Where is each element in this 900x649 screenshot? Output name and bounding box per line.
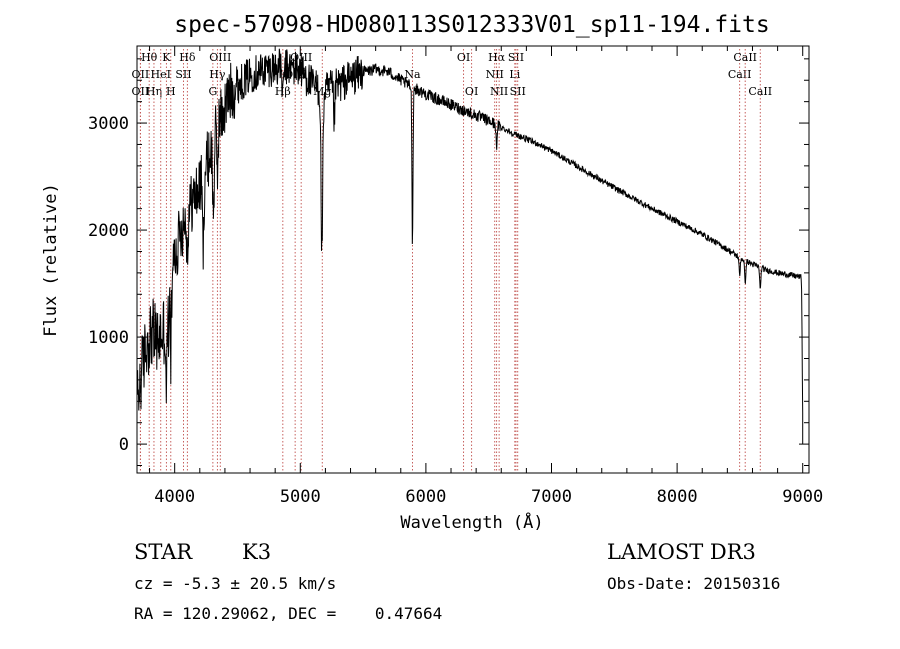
line-mark-label: Hθ bbox=[141, 51, 158, 64]
line-mark-label: NII bbox=[490, 85, 508, 98]
spectrum-line bbox=[137, 48, 804, 445]
line-mark-label: Li bbox=[509, 68, 520, 81]
chart-title: spec-57098-HD080113S012333V01_sp11-194.f… bbox=[174, 12, 769, 38]
spectral-line-markers: HθOIIOIIHηHeIKHSIIHδGHγOIIIHβOIIIOIIIMgN… bbox=[132, 49, 772, 473]
line-mark-label: H bbox=[166, 85, 176, 98]
object-class: STAR bbox=[134, 540, 193, 564]
object-subclass: K3 bbox=[242, 540, 272, 564]
line-mark-label: K bbox=[162, 51, 171, 64]
line-mark-label: CaII bbox=[748, 85, 772, 98]
line-mark-label: HeI bbox=[151, 68, 171, 81]
redshift-readout: cz = -5.3 ± 20.5 km/s bbox=[134, 574, 337, 593]
line-mark-label: Hη bbox=[146, 85, 162, 98]
spectrum-series bbox=[137, 48, 804, 445]
y-axis-ticks: 0 1000 2000 3000 bbox=[88, 58, 809, 467]
x-tick-label: 4000 bbox=[154, 487, 195, 507]
survey-name: LAMOST DR3 bbox=[607, 540, 756, 564]
line-mark-label: Hβ bbox=[275, 85, 291, 98]
line-mark-label: G bbox=[208, 85, 217, 98]
y-tick-label: 0 bbox=[119, 435, 129, 455]
line-mark-label: Hα bbox=[488, 51, 506, 64]
x-tick-label: 5000 bbox=[280, 487, 321, 507]
obs-date: Obs-Date: 20150316 bbox=[607, 574, 781, 593]
line-mark-label: SII bbox=[175, 68, 191, 81]
plot-frame bbox=[136, 45, 810, 474]
y-tick-label: 1000 bbox=[88, 328, 129, 348]
x-tick-label: 9000 bbox=[782, 487, 823, 507]
line-mark-label: OI bbox=[465, 85, 478, 98]
y-tick-label: 3000 bbox=[88, 114, 129, 134]
line-mark-label: OIII bbox=[209, 51, 231, 64]
line-mark-label: SII bbox=[510, 85, 526, 98]
y-tick-label: 2000 bbox=[88, 221, 129, 241]
line-mark-label: CaII bbox=[728, 68, 752, 81]
x-axis-label: Wavelength (Å) bbox=[400, 511, 543, 533]
line-mark-label: OII bbox=[132, 85, 150, 98]
x-tick-label: 7000 bbox=[531, 487, 572, 507]
line-mark-label: Hδ bbox=[179, 51, 196, 64]
line-mark-label: NII bbox=[486, 68, 504, 81]
line-mark-label: CaII bbox=[733, 51, 757, 64]
line-mark-label: Hγ bbox=[209, 68, 226, 81]
y-axis-label: Flux (relative) bbox=[41, 183, 61, 337]
x-tick-label: 6000 bbox=[405, 487, 446, 507]
x-axis-ticks: 4000 5000 6000 7000 8000 9000 bbox=[149, 46, 823, 507]
line-mark-label: OI bbox=[457, 51, 470, 64]
line-mark-label: SII bbox=[508, 51, 524, 64]
coordinates-readout: RA = 120.29062, DEC = 0.47664 bbox=[134, 604, 443, 623]
x-tick-label: 8000 bbox=[657, 487, 698, 507]
line-mark-label: Na bbox=[404, 68, 421, 81]
